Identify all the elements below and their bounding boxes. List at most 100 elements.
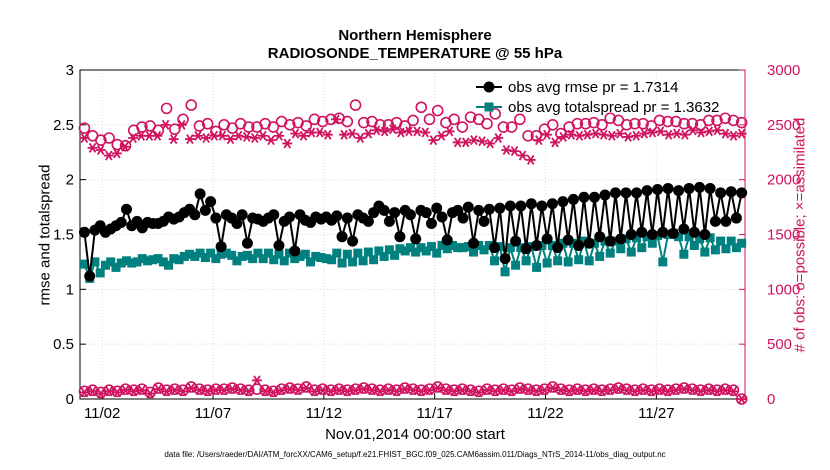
data-point	[176, 119, 187, 130]
data-point	[387, 124, 398, 135]
data-point	[574, 255, 584, 265]
data-point	[594, 231, 606, 243]
data-point	[336, 231, 348, 243]
data-point	[136, 385, 147, 396]
data-point	[477, 136, 488, 147]
data-point	[341, 212, 353, 224]
data-point	[599, 189, 611, 201]
data-point	[572, 385, 583, 396]
data-point	[695, 386, 706, 397]
y-tick-label-left: 1.5	[53, 227, 74, 244]
data-point	[279, 256, 289, 266]
data-point	[120, 385, 131, 396]
data-point	[169, 385, 180, 396]
data-point	[678, 382, 690, 394]
data-point	[95, 386, 107, 399]
data-point	[383, 215, 395, 227]
data-point	[564, 386, 575, 397]
data-point	[136, 121, 148, 133]
data-point	[614, 128, 625, 139]
data-point	[325, 386, 336, 397]
data-point	[210, 212, 222, 224]
data-point	[725, 186, 737, 198]
legend-label-spread: obs avg totalspread pr = 1.3632	[508, 99, 719, 116]
data-point	[119, 139, 132, 152]
data-point	[90, 257, 100, 267]
data-point	[410, 233, 422, 245]
data-point	[735, 116, 748, 129]
data-point	[273, 239, 285, 251]
data-point	[289, 245, 301, 257]
data-point	[514, 384, 525, 395]
y-tick-label-left: 3	[66, 62, 74, 79]
data-point	[637, 383, 649, 395]
data-point	[276, 385, 287, 396]
data-point	[342, 386, 353, 397]
data-point	[539, 385, 550, 396]
chart-subtitle: RADIOSONDE_TEMPERATURE @ 55 hPa	[267, 45, 563, 62]
data-point	[348, 257, 358, 267]
data-point	[606, 130, 617, 141]
data-point	[295, 251, 305, 261]
data-point	[284, 119, 296, 131]
data-point	[639, 128, 650, 139]
data-point	[274, 249, 284, 259]
data-point	[485, 138, 496, 149]
data-point	[521, 256, 531, 266]
data-point	[522, 130, 534, 142]
data-point	[632, 233, 642, 243]
data-point	[709, 215, 721, 227]
data-point	[128, 132, 139, 143]
data-point	[579, 236, 589, 246]
data-point	[637, 243, 647, 253]
x-tick-label: 11/17	[416, 405, 452, 422]
data-point	[421, 246, 431, 256]
data-point	[369, 255, 379, 265]
data-file-footnote: data file: /Users/raeder/DAI/ATM_forcXX/…	[164, 450, 666, 459]
x-tick-label: 11/12	[306, 405, 342, 422]
data-point	[243, 386, 254, 397]
data-point	[189, 209, 201, 221]
data-point	[571, 383, 584, 395]
data-point	[350, 385, 361, 396]
data-point	[327, 255, 337, 265]
data-point	[523, 385, 534, 396]
data-point	[100, 260, 110, 270]
data-point	[728, 130, 739, 141]
data-point	[268, 209, 280, 221]
data-point	[449, 386, 460, 397]
y-tick-label-right: 2500	[767, 117, 800, 134]
data-point	[425, 218, 437, 230]
data-point	[555, 383, 567, 395]
data-point	[596, 119, 608, 131]
data-point	[721, 244, 731, 254]
data-point	[137, 254, 147, 264]
data-point	[217, 130, 228, 141]
data-point	[404, 209, 416, 221]
data-point	[263, 248, 273, 258]
data-point	[200, 253, 210, 263]
data-point	[426, 242, 436, 252]
data-point	[730, 212, 742, 224]
data-point	[571, 117, 584, 130]
data-point	[308, 113, 321, 126]
data-point	[546, 198, 558, 210]
data-point	[284, 384, 295, 395]
data-point	[727, 114, 740, 127]
data-point	[468, 135, 479, 146]
data-point	[720, 128, 731, 139]
data-point	[473, 387, 484, 398]
data-point	[235, 385, 246, 396]
data-point	[654, 385, 665, 396]
data-point	[242, 121, 255, 133]
data-point	[390, 250, 400, 260]
data-point	[716, 236, 726, 246]
data-point	[703, 114, 715, 127]
data-point	[120, 141, 131, 152]
data-point	[536, 200, 548, 212]
data-point	[558, 238, 568, 248]
data-point	[79, 387, 90, 398]
data-point	[541, 129, 552, 140]
data-point	[710, 245, 720, 255]
